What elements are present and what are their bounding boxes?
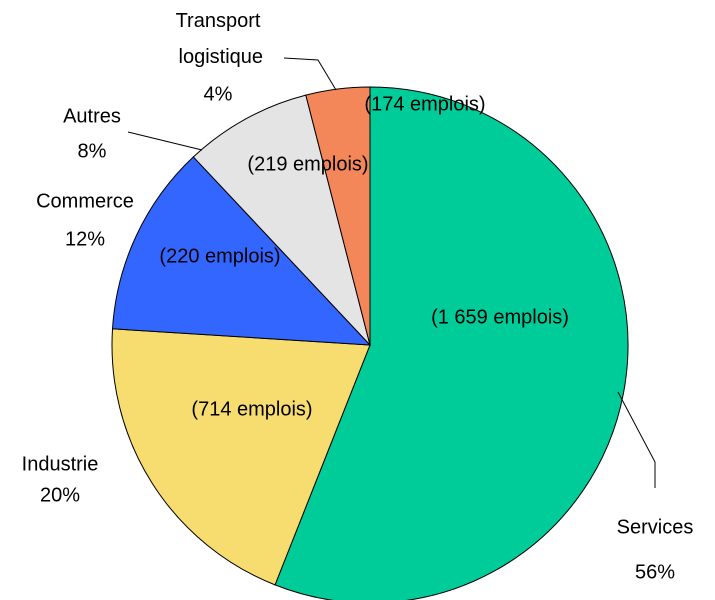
category-label: Services [617,516,694,538]
slice-label: (219 emplois) [247,153,368,175]
pie-slice [192,94,371,346]
percent-label: 20% [40,484,80,506]
pie-slice [111,156,372,346]
leader-line [283,57,337,91]
percent-label: 12% [65,228,105,250]
category-label: Autres [63,105,121,127]
slice-label: (220 emplois) [159,245,280,267]
category-label: Industrie [22,453,99,475]
pie-slice [111,328,371,586]
category-label: Commerce [36,190,134,212]
pie-slice [305,86,371,346]
slice-label: (174 emplois) [364,93,485,115]
percent-label: 56% [635,561,675,583]
leader-line [127,131,203,151]
slices [111,86,629,600]
slice-label: (1 659 emplois) [431,306,569,328]
leader-line [617,391,656,488]
percent-label: 4% [204,83,233,105]
category-label: Transport logistique [173,10,263,68]
pie-slice [274,86,629,600]
label-line: logistique [173,46,263,68]
label-line: Transport [176,10,261,32]
slice-label: (714 emplois) [191,398,312,420]
percent-label: 8% [78,140,107,162]
